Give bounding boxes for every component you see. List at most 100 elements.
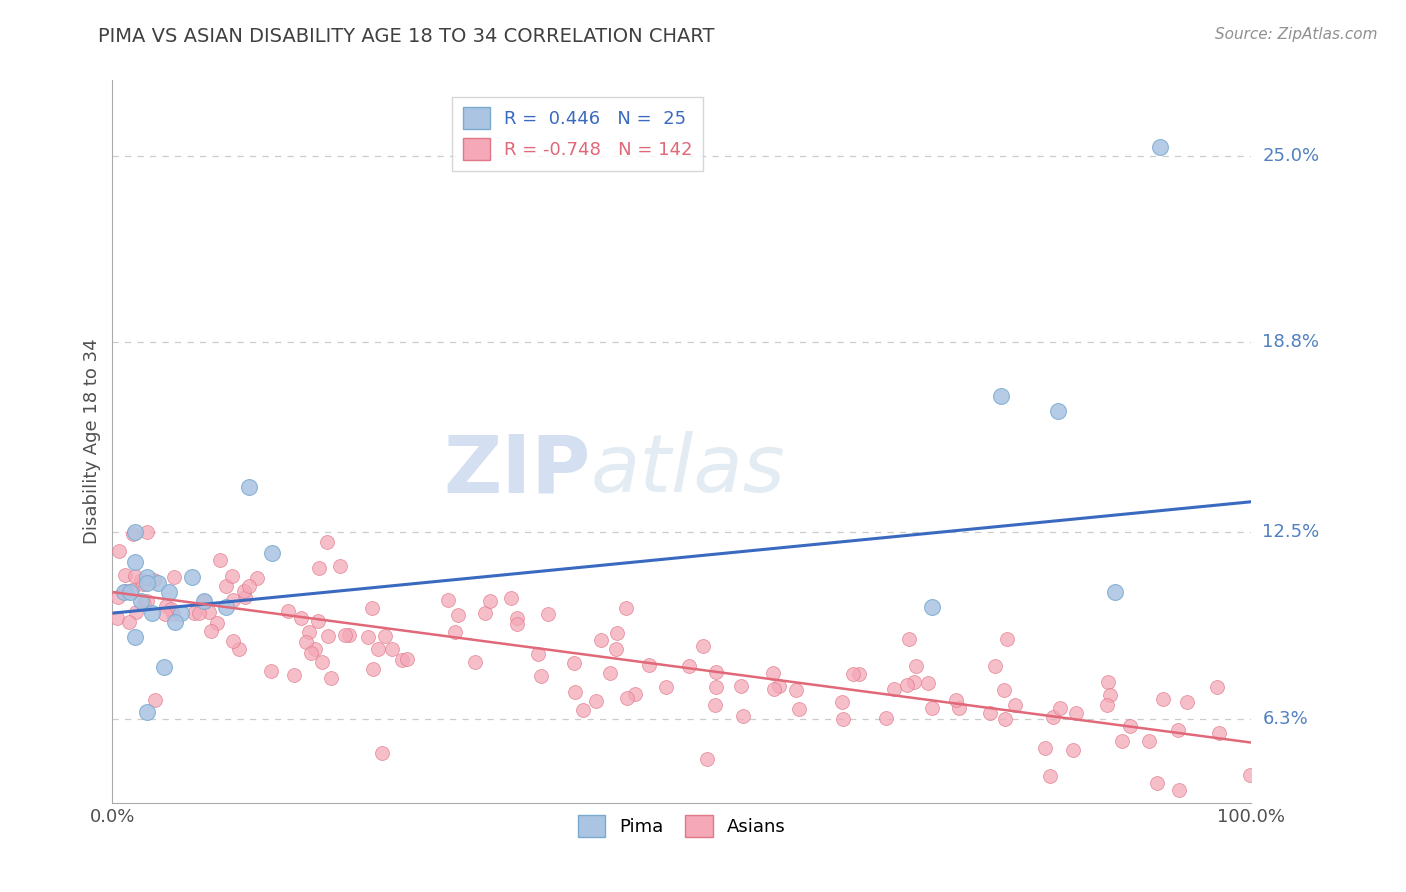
Y-axis label: Disability Age 18 to 34: Disability Age 18 to 34: [83, 339, 101, 544]
Point: [1168, 783, 1191, 797]
Point: [391, 653, 413, 667]
Point: [696, 752, 718, 766]
Point: [238, 480, 260, 494]
Point: [125, 605, 148, 619]
Point: [311, 655, 333, 669]
Point: [304, 642, 326, 657]
Text: 18.8%: 18.8%: [1263, 334, 1319, 351]
Point: [121, 582, 143, 597]
Point: [183, 606, 205, 620]
Point: [329, 559, 352, 574]
Point: [1206, 680, 1229, 694]
Point: [295, 635, 318, 649]
Point: [260, 546, 283, 560]
Point: [124, 555, 146, 569]
Point: [842, 666, 865, 681]
Point: [599, 665, 621, 680]
Text: ZIP: ZIP: [443, 432, 591, 509]
Point: [124, 569, 146, 583]
Point: [1039, 769, 1062, 783]
Point: [1167, 723, 1189, 737]
Point: [107, 544, 129, 558]
Point: [704, 698, 727, 712]
Point: [1004, 698, 1026, 712]
Point: [1042, 710, 1064, 724]
Point: [896, 678, 918, 692]
Point: [1104, 585, 1126, 599]
Point: [222, 592, 245, 607]
Point: [1049, 701, 1071, 715]
Point: [142, 573, 165, 587]
Point: [307, 614, 329, 628]
Point: [787, 701, 810, 715]
Point: [990, 389, 1012, 403]
Point: [193, 594, 215, 608]
Point: [233, 583, 256, 598]
Point: [1097, 674, 1119, 689]
Point: [132, 596, 155, 610]
Point: [564, 685, 586, 699]
Point: [527, 647, 550, 661]
Point: [162, 607, 184, 621]
Point: [233, 591, 256, 605]
Point: [319, 671, 342, 685]
Point: [381, 642, 404, 657]
Point: [165, 615, 187, 630]
Point: [948, 701, 970, 715]
Point: [316, 629, 339, 643]
Text: 6.3%: 6.3%: [1263, 709, 1308, 728]
Point: [474, 606, 496, 620]
Point: [215, 600, 238, 615]
Point: [152, 660, 174, 674]
Point: [762, 666, 785, 681]
Point: [141, 606, 163, 620]
Text: 25.0%: 25.0%: [1263, 146, 1320, 164]
Point: [155, 607, 177, 622]
Point: [995, 632, 1018, 646]
Point: [903, 674, 925, 689]
Point: [105, 611, 128, 625]
Point: [283, 668, 305, 682]
Point: [308, 561, 330, 575]
Point: [606, 625, 628, 640]
Legend: Pima, Asians: Pima, Asians: [571, 808, 793, 845]
Point: [1098, 688, 1121, 702]
Point: [624, 687, 647, 701]
Point: [1046, 404, 1069, 418]
Point: [121, 527, 143, 541]
Point: [159, 602, 181, 616]
Point: [585, 694, 607, 708]
Point: [446, 607, 468, 622]
Point: [1208, 726, 1230, 740]
Point: [984, 659, 1007, 673]
Point: [605, 641, 627, 656]
Point: [572, 703, 595, 717]
Point: [129, 573, 152, 587]
Point: [443, 625, 465, 640]
Point: [768, 679, 790, 693]
Point: [904, 659, 927, 673]
Point: [146, 576, 169, 591]
Point: [993, 682, 1015, 697]
Point: [316, 535, 339, 549]
Point: [136, 594, 159, 608]
Point: [730, 679, 752, 693]
Point: [1111, 734, 1133, 748]
Point: [678, 659, 700, 673]
Point: [298, 625, 321, 640]
Point: [163, 570, 186, 584]
Point: [501, 591, 523, 606]
Point: [361, 601, 384, 615]
Point: [1095, 698, 1118, 712]
Point: [437, 592, 460, 607]
Point: [1152, 692, 1174, 706]
Point: [464, 656, 486, 670]
Point: [1175, 695, 1198, 709]
Point: [921, 600, 943, 615]
Point: [333, 627, 356, 641]
Point: [848, 666, 870, 681]
Point: [181, 570, 204, 584]
Point: [979, 706, 1001, 720]
Point: [143, 692, 166, 706]
Point: [733, 709, 755, 723]
